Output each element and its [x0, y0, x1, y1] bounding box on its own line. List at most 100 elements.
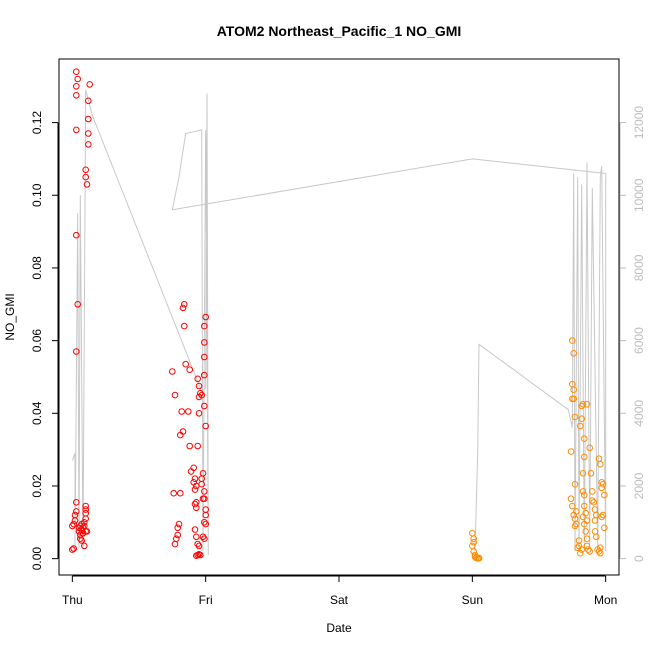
data-point-series-1: [194, 375, 201, 383]
right-y-tick-label: 4000: [632, 400, 646, 427]
data-point-series-2: [598, 513, 606, 521]
data-point-series-1: [74, 301, 81, 308]
data-point-series-1: [201, 322, 208, 330]
x-tick-label: Sat: [330, 593, 349, 607]
data-point-series-1: [197, 551, 204, 559]
data-point-series-1: [70, 545, 77, 552]
data-point-series-1: [171, 391, 179, 399]
data-point-series-1: [198, 391, 205, 399]
data-point-series-2: [473, 554, 480, 561]
data-point-series-1: [77, 535, 84, 543]
data-point-series-1: [202, 511, 209, 519]
data-point-series-1: [170, 489, 177, 497]
data-point-series-2: [470, 535, 478, 543]
data-point-series-2: [599, 511, 607, 519]
data-point-series-1: [195, 542, 203, 550]
x-tick-label: Mon: [594, 593, 617, 607]
data-point-series-1: [78, 537, 85, 544]
data-point-series-2: [567, 448, 575, 455]
data-point-series-1: [201, 488, 208, 495]
data-point-series-2: [571, 413, 579, 421]
x-tick-label: Thu: [62, 593, 83, 607]
data-point-series-2: [590, 499, 598, 506]
data-point-series-2: [569, 502, 576, 510]
data-point-series-2: [581, 520, 588, 528]
data-point-series-1: [191, 500, 199, 508]
data-point-series-1: [199, 533, 207, 541]
data-point-series-1: [190, 464, 197, 472]
data-point-series-1: [201, 371, 208, 379]
data-point-series-1: [181, 301, 188, 308]
data-point-series-1: [69, 522, 76, 530]
data-point-series-1: [202, 520, 209, 528]
data-point-series-2: [571, 480, 579, 488]
right-y-tick-label: 8000: [632, 254, 646, 281]
data-point-series-1: [85, 130, 92, 137]
data-point-series-2: [598, 484, 606, 492]
x-axis: Thu Fri Sat Sun Mon: [62, 575, 617, 607]
data-point-series-2: [475, 555, 483, 562]
data-point-series-2: [601, 524, 608, 532]
data-point-series-1: [69, 546, 76, 553]
data-point-series-1: [85, 115, 92, 123]
data-point-series-2: [571, 522, 579, 530]
data-point-series-2: [586, 444, 594, 452]
data-point-series-1: [202, 422, 209, 430]
data-point-series-1: [82, 509, 89, 517]
y-axis-label: NO_GMI: [3, 293, 17, 340]
data-point-series-1: [202, 313, 209, 321]
data-point-series-2: [579, 488, 587, 495]
data-point-series-2: [593, 533, 600, 541]
data-point-series-1: [73, 92, 80, 99]
data-point-series-1: [177, 489, 184, 497]
right-y-tick-label: 2000: [632, 472, 646, 499]
data-point-series-1: [73, 126, 80, 134]
data-point-series-2: [581, 491, 588, 499]
data-point-series-1: [73, 508, 80, 515]
data-point-series-1: [193, 504, 200, 512]
data-point-series-1: [181, 322, 188, 330]
data-point-series-2: [586, 548, 594, 555]
data-point-series-1: [179, 304, 187, 312]
right-y-tick-label: 12000: [632, 106, 646, 140]
data-point-series-2: [589, 497, 596, 504]
data-point-series-2: [591, 517, 599, 524]
y-tick-label: 0.02: [30, 474, 44, 498]
data-point-series-2: [579, 513, 587, 521]
data-point-series-2: [595, 548, 603, 555]
x-tick-label: Fri: [199, 593, 213, 607]
data-point-series-1: [201, 353, 208, 361]
data-point-series-2: [599, 480, 607, 488]
data-point-series-1: [199, 470, 207, 477]
data-point-series-1: [85, 141, 92, 148]
data-point-series-1: [193, 533, 200, 541]
x-axis-label: Date: [326, 621, 352, 635]
data-point-series-2: [581, 435, 588, 443]
data-point-series-2: [567, 495, 575, 503]
data-point-series-1: [73, 499, 80, 506]
data-point-series-1: [169, 368, 176, 375]
data-point-series-1: [83, 528, 91, 535]
data-point-series-2: [570, 350, 578, 357]
data-point-series-1: [73, 68, 80, 75]
data-point-series-1: [201, 402, 208, 410]
data-point-series-1: [186, 366, 193, 374]
plot-frame: [58, 58, 620, 576]
data-point-series-1: [195, 382, 203, 390]
data-point-series-2: [577, 549, 584, 557]
data-point-series-2: [597, 460, 604, 468]
chart-title: ATOM2 Northeast_Pacific_1 NO_GMI: [217, 23, 462, 39]
y-tick-label: 0.08: [30, 256, 44, 280]
data-point-series-2: [570, 395, 578, 403]
data-point-series-1: [174, 524, 181, 532]
data-point-series-1: [191, 475, 199, 483]
y-axis: 0.00 0.02 0.04 0.06 0.08 0.10 0.12: [30, 111, 59, 570]
y-tick-label: 0.06: [30, 329, 44, 353]
data-point-series-1: [82, 166, 89, 174]
data-point-series-2: [597, 544, 604, 552]
data-point-series-2: [601, 491, 608, 499]
data-point-series-1: [201, 535, 208, 543]
data-point-series-1: [73, 231, 80, 239]
